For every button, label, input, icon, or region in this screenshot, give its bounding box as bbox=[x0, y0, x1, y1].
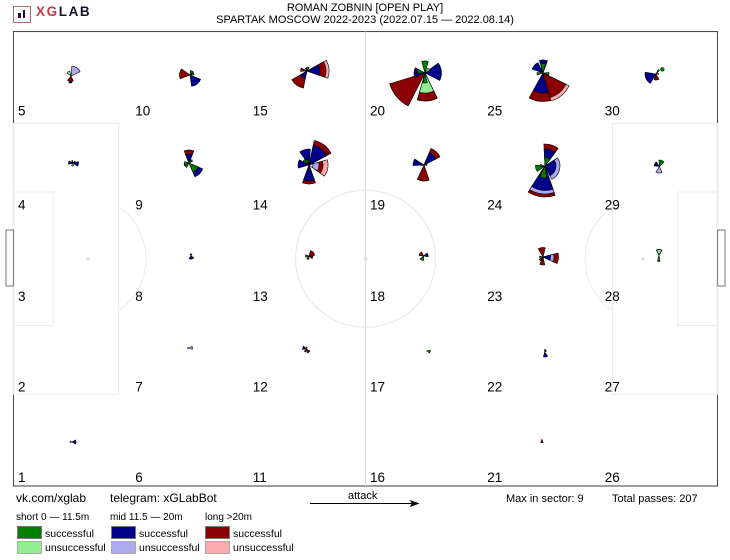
svg-text:4: 4 bbox=[18, 198, 26, 213]
svg-text:17: 17 bbox=[370, 380, 385, 395]
svg-text:28: 28 bbox=[605, 289, 620, 304]
svg-text:22: 22 bbox=[487, 380, 502, 395]
svg-text:19: 19 bbox=[370, 198, 385, 213]
svg-text:6: 6 bbox=[135, 470, 143, 485]
svg-text:9: 9 bbox=[135, 198, 143, 213]
svg-text:1: 1 bbox=[18, 470, 26, 485]
svg-text:26: 26 bbox=[605, 470, 620, 485]
svg-text:2: 2 bbox=[18, 380, 26, 395]
svg-text:25: 25 bbox=[487, 104, 502, 119]
svg-text:27: 27 bbox=[605, 380, 620, 395]
svg-text:13: 13 bbox=[253, 289, 268, 304]
svg-text:20: 20 bbox=[370, 104, 385, 119]
svg-text:16: 16 bbox=[370, 470, 385, 485]
svg-text:23: 23 bbox=[487, 289, 502, 304]
svg-text:18: 18 bbox=[370, 289, 385, 304]
svg-text:8: 8 bbox=[135, 289, 143, 304]
svg-text:12: 12 bbox=[253, 380, 268, 395]
svg-text:10: 10 bbox=[135, 104, 150, 119]
svg-text:21: 21 bbox=[487, 470, 502, 485]
svg-text:24: 24 bbox=[487, 198, 503, 213]
svg-text:29: 29 bbox=[605, 198, 620, 213]
svg-text:11: 11 bbox=[253, 470, 267, 485]
svg-text:30: 30 bbox=[605, 104, 620, 119]
svg-text:14: 14 bbox=[253, 198, 269, 213]
svg-text:3: 3 bbox=[18, 289, 26, 304]
svg-text:5: 5 bbox=[18, 104, 26, 119]
svg-text:7: 7 bbox=[135, 380, 143, 395]
svg-text:15: 15 bbox=[253, 104, 268, 119]
